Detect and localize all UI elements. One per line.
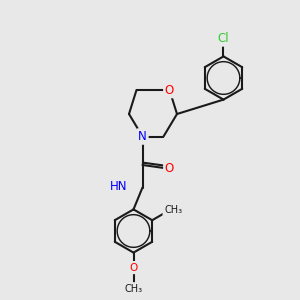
Text: HN: HN <box>110 179 128 193</box>
Text: Cl: Cl <box>218 32 229 45</box>
Text: N: N <box>138 130 147 143</box>
Text: O: O <box>165 83 174 97</box>
Text: CH₃: CH₃ <box>164 206 182 215</box>
Text: O: O <box>165 161 174 175</box>
Text: CH₃: CH₃ <box>124 284 142 294</box>
Text: O: O <box>129 262 138 273</box>
